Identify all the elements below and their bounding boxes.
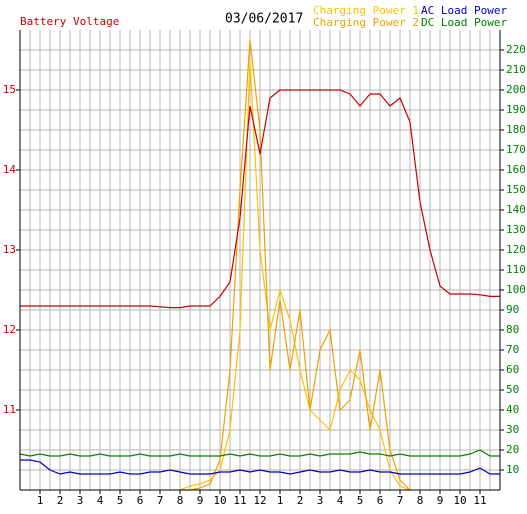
x-tick-label: 9 xyxy=(197,494,204,507)
data-line xyxy=(20,459,500,475)
data-line xyxy=(180,39,411,491)
x-tick-label: 5 xyxy=(117,494,124,507)
axes: 1 2 3 4 5 6 7 8 9 10 11 12 1 2 3 4 5 6 7 8 9 10 11102030405060… xyxy=(3,30,526,507)
legend-entry: Charging Power 1 xyxy=(313,4,419,17)
y2-tick-label: 70 xyxy=(506,343,519,356)
x-tick-label: 11 xyxy=(473,494,486,507)
y2-tick-label: 90 xyxy=(506,303,519,316)
x-tick-label: 2 xyxy=(57,494,64,507)
y2-tick-label: 120 xyxy=(506,243,526,256)
y2-tick-label: 60 xyxy=(506,363,519,376)
x-tick-label: 9 xyxy=(437,494,444,507)
y2-tick-label: 180 xyxy=(506,123,526,136)
chart-title: 03/06/2017 xyxy=(225,12,303,27)
y2-tick-label: 110 xyxy=(506,263,526,276)
x-tick-label: 3 xyxy=(77,494,84,507)
y-tick-label: 13 xyxy=(3,243,16,256)
y2-tick-label: 220 xyxy=(506,43,526,56)
y2-tick-label: 20 xyxy=(506,443,519,456)
x-tick-label: 8 xyxy=(177,494,184,507)
x-tick-label: 4 xyxy=(337,494,344,507)
x-tick-label: 11 xyxy=(233,494,246,507)
y2-tick-label: 190 xyxy=(506,103,526,116)
plot xyxy=(19,39,500,491)
x-tick-label: 8 xyxy=(417,494,424,507)
x-tick-label: 6 xyxy=(137,494,144,507)
y2-tick-label: 80 xyxy=(506,323,519,336)
y-tick-label: 11 xyxy=(3,403,16,416)
grid xyxy=(20,30,500,490)
x-tick-label: 5 xyxy=(357,494,364,507)
x-tick-label: 1 xyxy=(277,494,284,507)
x-tick-label: 10 xyxy=(453,494,466,507)
y2-tick-label: 100 xyxy=(506,283,526,296)
x-tick-label: 1 xyxy=(37,494,44,507)
y-tick-label: 15 xyxy=(3,83,16,96)
data-line xyxy=(19,449,500,457)
y2-tick-label: 210 xyxy=(506,63,526,76)
y2-tick-label: 170 xyxy=(506,143,526,156)
x-tick-label: 4 xyxy=(97,494,104,507)
y-tick-label: 14 xyxy=(3,163,17,176)
x-tick-label: 6 xyxy=(377,494,384,507)
y2-tick-label: 160 xyxy=(506,163,526,176)
y2-tick-label: 150 xyxy=(506,183,526,196)
x-tick-label: 7 xyxy=(157,494,164,507)
y-tick-label: 12 xyxy=(3,323,16,336)
y-axis-label: Battery Voltage xyxy=(20,15,119,28)
y2-tick-label: 40 xyxy=(506,403,519,416)
y2-tick-label: 10 xyxy=(506,463,519,476)
legend-entry: DC Load Power xyxy=(421,16,507,29)
x-tick-label: 12 xyxy=(253,494,266,507)
x-tick-label: 7 xyxy=(397,494,404,507)
legend-entry: AC Load Power xyxy=(421,4,507,17)
data-line xyxy=(20,89,500,309)
legend-entry: Charging Power 2 xyxy=(313,16,419,29)
x-tick-label: 10 xyxy=(213,494,226,507)
y2-tick-label: 200 xyxy=(506,83,526,96)
y2-tick-label: 130 xyxy=(506,223,526,236)
x-tick-label: 3 xyxy=(317,494,324,507)
y2-tick-label: 30 xyxy=(506,423,519,436)
y2-tick-label: 140 xyxy=(506,203,526,216)
data-line xyxy=(179,59,411,491)
y2-tick-label: 50 xyxy=(506,383,519,396)
x-tick-label: 2 xyxy=(297,494,304,507)
